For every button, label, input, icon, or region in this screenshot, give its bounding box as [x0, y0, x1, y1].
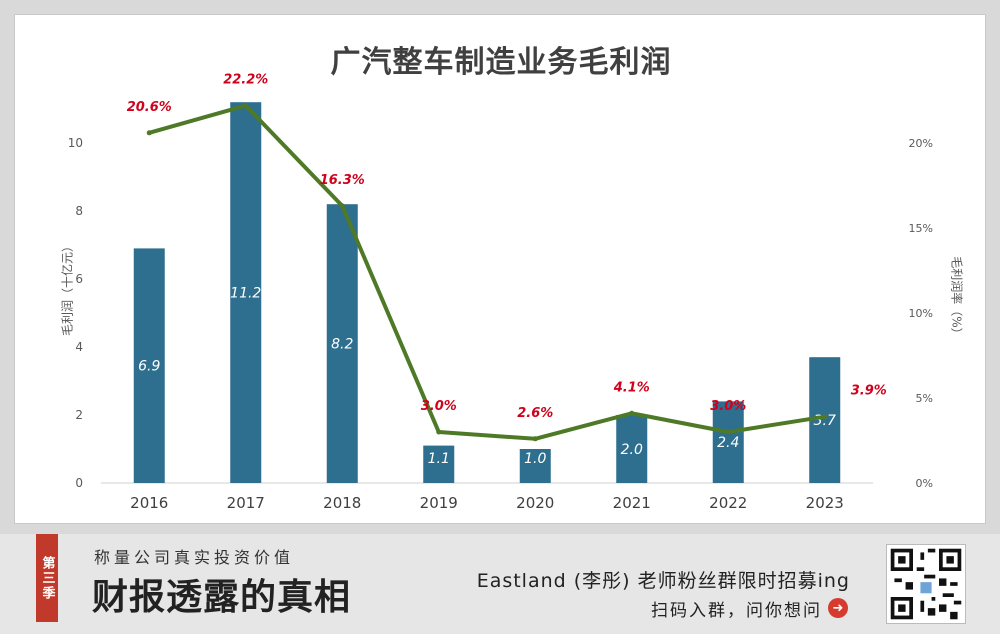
bar — [230, 102, 262, 483]
y-axis-title-left: 毛利润（十亿元） — [60, 239, 75, 337]
promo-text: Eastland (李彤) 老师粉丝群限时招募ing — [476, 570, 850, 592]
chart-title: 广汽整车制造业务毛利润 — [330, 45, 672, 80]
qr-code-icon[interactable] — [886, 544, 966, 624]
bar-data-label: 8.2 — [331, 337, 353, 353]
line-data-label: 2.6% — [517, 406, 553, 421]
x-tick-label: 2019 — [420, 494, 458, 512]
bar — [616, 415, 648, 483]
x-tick-label: 2020 — [516, 494, 554, 512]
line-data-label: 3.0% — [421, 399, 457, 414]
x-tick-label: 2017 — [227, 494, 265, 512]
slogan-text: 称量公司真实投资价值 — [94, 548, 295, 567]
promo-banner: 第三季 称量公司真实投资价值 财报透露的真相 Eastland (李彤) 老师粉… — [0, 534, 1000, 634]
chart-panel: 0 2 4 6 8 10 0% 5% 10% 15% 20% 2016 2017 2018 2019 2020… — [14, 14, 986, 524]
season-tag: 第三季 — [36, 534, 58, 622]
x-tick-label: 2016 — [130, 494, 168, 512]
y-tick-label-right: 15% — [909, 222, 933, 235]
line-data-label: 4.1% — [613, 380, 650, 395]
y-tick-label-right: 0% — [916, 477, 933, 490]
bar-data-label: 1.0 — [524, 451, 546, 467]
y-tick-label-left: 2 — [75, 408, 83, 422]
bar-data-label: 2.0 — [621, 442, 643, 458]
x-tick-label: 2018 — [323, 494, 361, 512]
bar-data-label: 6.9 — [138, 359, 160, 375]
line-data-label: 16.3% — [320, 173, 365, 188]
y-tick-label-left: 8 — [75, 204, 83, 218]
bar-data-label: 2.4 — [717, 435, 739, 451]
margin-line — [148, 103, 826, 441]
x-tick-label: 2021 — [613, 494, 651, 512]
x-tick-label: 2023 — [806, 494, 844, 512]
line-point — [339, 203, 345, 209]
line-data-label: 3.9% — [851, 384, 887, 399]
line-point — [532, 436, 538, 442]
bar — [326, 204, 358, 483]
line-point — [822, 414, 828, 420]
bar — [712, 401, 744, 483]
bar-data-label: 1.1 — [428, 451, 450, 467]
y-tick-label-right: 5% — [916, 392, 933, 405]
scan-instruction: 扫码入群，问你想问 — [651, 601, 822, 621]
y-tick-label-left: 4 — [75, 340, 83, 354]
y-tick-label-right: 10% — [909, 307, 933, 320]
line-data-label: 3.0% — [710, 399, 746, 414]
line-point — [629, 410, 635, 416]
arrow-right-icon[interactable]: ➜ — [828, 598, 848, 618]
line-point — [243, 103, 249, 109]
x-tick-label: 2022 — [709, 494, 747, 512]
line-data-label: 22.2% — [223, 73, 268, 88]
chart-plot: 0 2 4 6 8 10 0% 5% 10% 15% 20% 2016 2017 2018 2019 2020… — [68, 73, 933, 512]
line-point — [146, 130, 152, 136]
y-tick-label-left: 0 — [75, 476, 83, 490]
bar — [133, 248, 165, 483]
line-point — [725, 429, 731, 435]
line-point — [436, 429, 442, 435]
y-tick-label-right: 20% — [909, 137, 933, 150]
bar — [423, 445, 455, 483]
line-data-label: 20.6% — [127, 100, 172, 115]
y-axis-title-right: 毛利润率（%） — [949, 256, 964, 340]
y-tick-label-left: 10 — [68, 136, 83, 150]
bar-data-label: 11.2 — [230, 286, 261, 302]
y-tick-label-left: 6 — [75, 272, 83, 286]
bar — [519, 449, 551, 483]
brand-title: 财报透露的真相 — [92, 576, 352, 618]
